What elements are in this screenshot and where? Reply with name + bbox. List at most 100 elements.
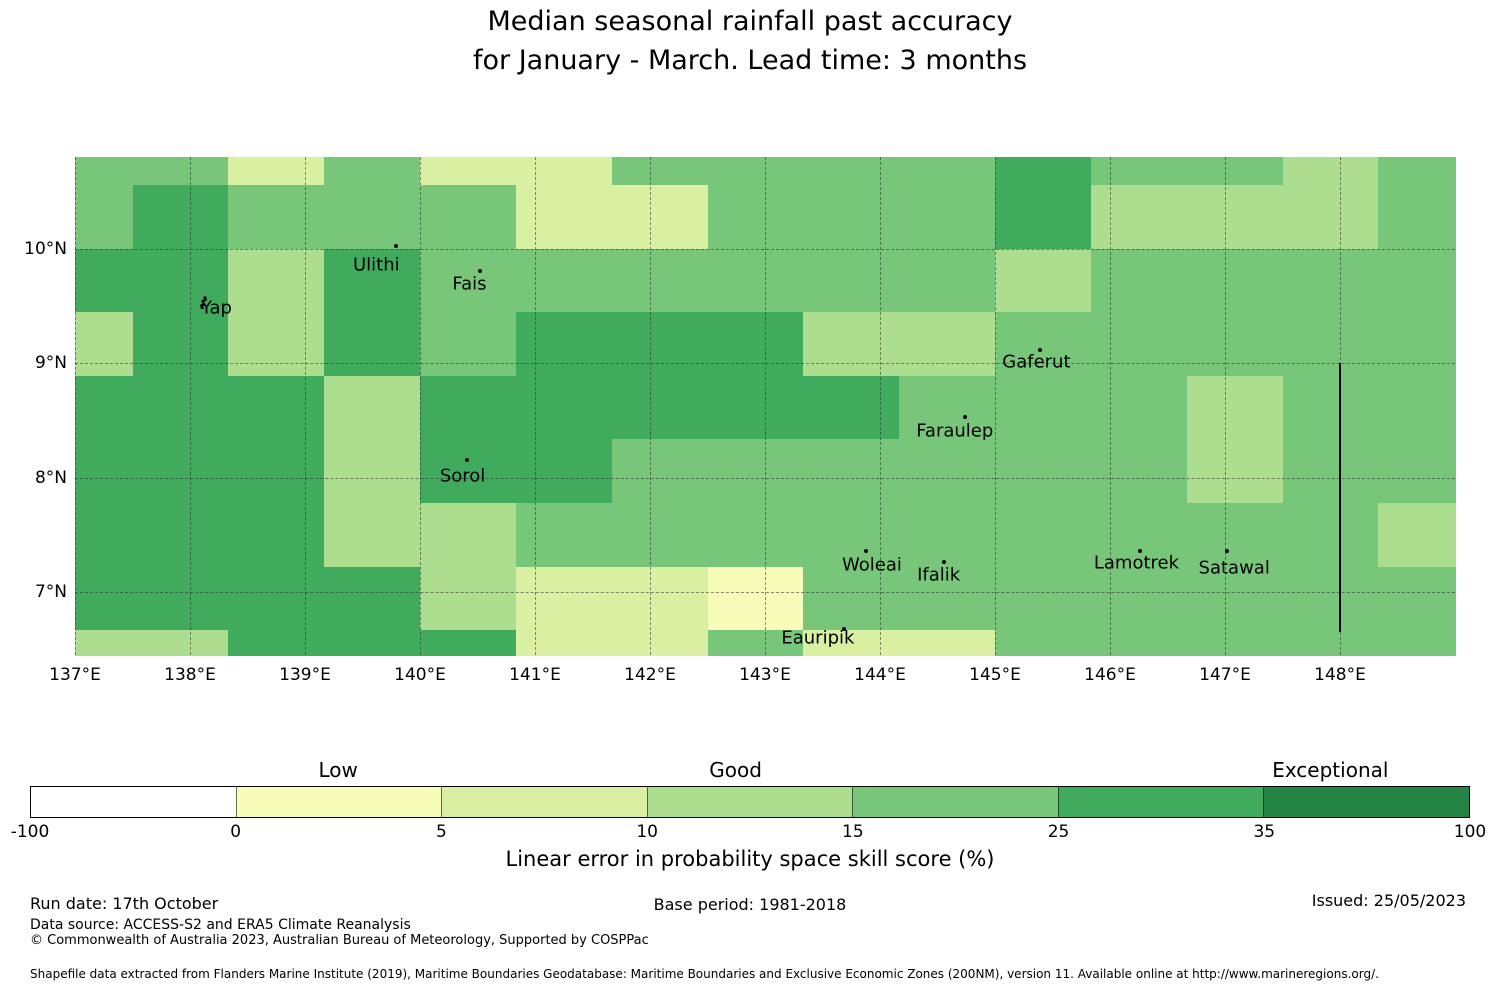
heatmap-cell	[420, 157, 517, 186]
heatmap-cell	[515, 439, 613, 504]
copyright-text: © Commonwealth of Australia 2023, Austra…	[30, 933, 649, 948]
heatmap-cell	[228, 248, 325, 313]
heatmap-cell	[1090, 312, 1188, 377]
longitude-tick-label: 146°E	[1084, 665, 1136, 685]
heatmap-cell	[995, 439, 1092, 504]
heatmap-cell	[1282, 439, 1379, 504]
heatmap-cell	[707, 566, 804, 631]
heatmap-cell	[803, 312, 900, 377]
colorbar-segment	[1263, 787, 1470, 817]
heatmap-cell	[1378, 630, 1456, 656]
heatmap-cell	[1090, 630, 1188, 656]
island-label: Fais	[452, 273, 487, 295]
heatmap-cell	[515, 312, 613, 377]
latitude-tick-label: 10°N	[24, 238, 67, 259]
heatmap-cell	[1378, 566, 1456, 631]
heatmap-cell	[420, 439, 517, 504]
heatmap-cell	[420, 248, 517, 313]
colorbar-axis-label: Linear error in probability space skill …	[505, 847, 995, 871]
heatmap-cell	[228, 502, 325, 568]
heatmap-cell	[1282, 312, 1379, 377]
heatmap-cell	[707, 312, 804, 377]
heatmap-cell	[1378, 248, 1456, 313]
meridian-gridline	[1225, 157, 1226, 655]
heatmap-cell	[1090, 439, 1188, 504]
heatmap-cell	[1090, 248, 1188, 313]
heatmap-cell	[515, 502, 613, 568]
heatmap-cell	[1378, 184, 1456, 250]
island-label: Ifalik	[917, 564, 961, 586]
colorbar-category-label: Exceptional	[1272, 758, 1389, 782]
heatmap-cell	[611, 157, 709, 186]
heatmap-cell	[611, 184, 709, 250]
heatmap-cell	[132, 157, 229, 186]
island-dot-marker	[1137, 548, 1142, 553]
heatmap-cell	[228, 312, 325, 377]
heatmap-cell	[899, 439, 996, 504]
heatmap-cell	[1186, 157, 1284, 186]
heatmap-cell	[995, 630, 1092, 656]
heatmap-cell	[324, 630, 421, 656]
heatmap-cell	[995, 248, 1092, 313]
heatmap-cell	[803, 248, 900, 313]
heatmap-cell	[1186, 439, 1284, 504]
colorbar-segment	[1057, 787, 1264, 817]
heatmap-cell	[611, 312, 709, 377]
heatmap-cell	[899, 502, 996, 568]
island-dot-marker	[842, 626, 847, 631]
heatmap-cell	[75, 157, 134, 186]
island-label: Sorol	[439, 465, 486, 487]
heatmap-cell	[995, 184, 1092, 250]
heatmap-cell	[420, 502, 517, 568]
longitude-tick-label: 137°E	[49, 665, 101, 685]
parallel-gridline	[75, 248, 1455, 250]
island-dot-marker	[465, 458, 470, 463]
heatmap-cell	[899, 375, 996, 441]
longitude-tick-label: 145°E	[969, 665, 1021, 685]
parallel-gridline	[75, 363, 1455, 365]
heatmap-cell	[132, 248, 229, 313]
meridian-gridline	[305, 157, 306, 655]
heatmap-cell	[1282, 157, 1379, 186]
heatmap-cell	[420, 566, 517, 631]
island-dot-marker	[1225, 548, 1230, 553]
heatmap-cell	[1378, 157, 1456, 186]
heatmap-cell	[324, 157, 421, 186]
heatmap-cell	[899, 566, 996, 631]
meridian-gridline	[190, 157, 191, 655]
heatmap-cell	[611, 375, 709, 441]
latitude-tick-label: 7°N	[34, 582, 67, 603]
heatmap-cell	[1186, 566, 1284, 631]
heatmap-cell	[707, 439, 804, 504]
heatmap-cell	[1186, 630, 1284, 656]
title-line-1: Median seasonal rainfall past accuracy	[487, 6, 1013, 37]
meridian-gridline	[765, 157, 766, 655]
heatmap-cell	[1282, 248, 1379, 313]
heatmap-cell	[132, 630, 229, 656]
heatmap-cell	[1282, 566, 1379, 631]
colorbar-tick-label: -100	[10, 822, 50, 842]
heatmap-cell	[611, 630, 709, 656]
heatmap-cell	[995, 375, 1092, 441]
heatmap-cell	[420, 375, 517, 441]
heatmap-cell	[707, 184, 804, 250]
heatmap-cell	[995, 566, 1092, 631]
meridian-gridline	[650, 157, 651, 655]
heatmap-cell	[1186, 312, 1284, 377]
heatmap-cell	[1378, 312, 1456, 377]
heatmap-cell	[707, 502, 804, 568]
meridian-gridline	[995, 157, 996, 655]
run-date-text: Run date: 17th October	[30, 894, 219, 913]
heatmap-cell	[228, 566, 325, 631]
heatmap-cell	[228, 630, 325, 656]
heatmap-cell	[1282, 630, 1379, 656]
heatmap-cell	[611, 566, 709, 631]
heatmap-cell	[228, 439, 325, 504]
heatmap-cell	[899, 157, 996, 186]
island-label: Gaferut	[1002, 351, 1071, 373]
heatmap-cell	[803, 630, 900, 656]
heatmap-cell	[75, 375, 134, 441]
heatmap-cell	[75, 566, 134, 631]
heatmap-cell	[1186, 502, 1284, 568]
